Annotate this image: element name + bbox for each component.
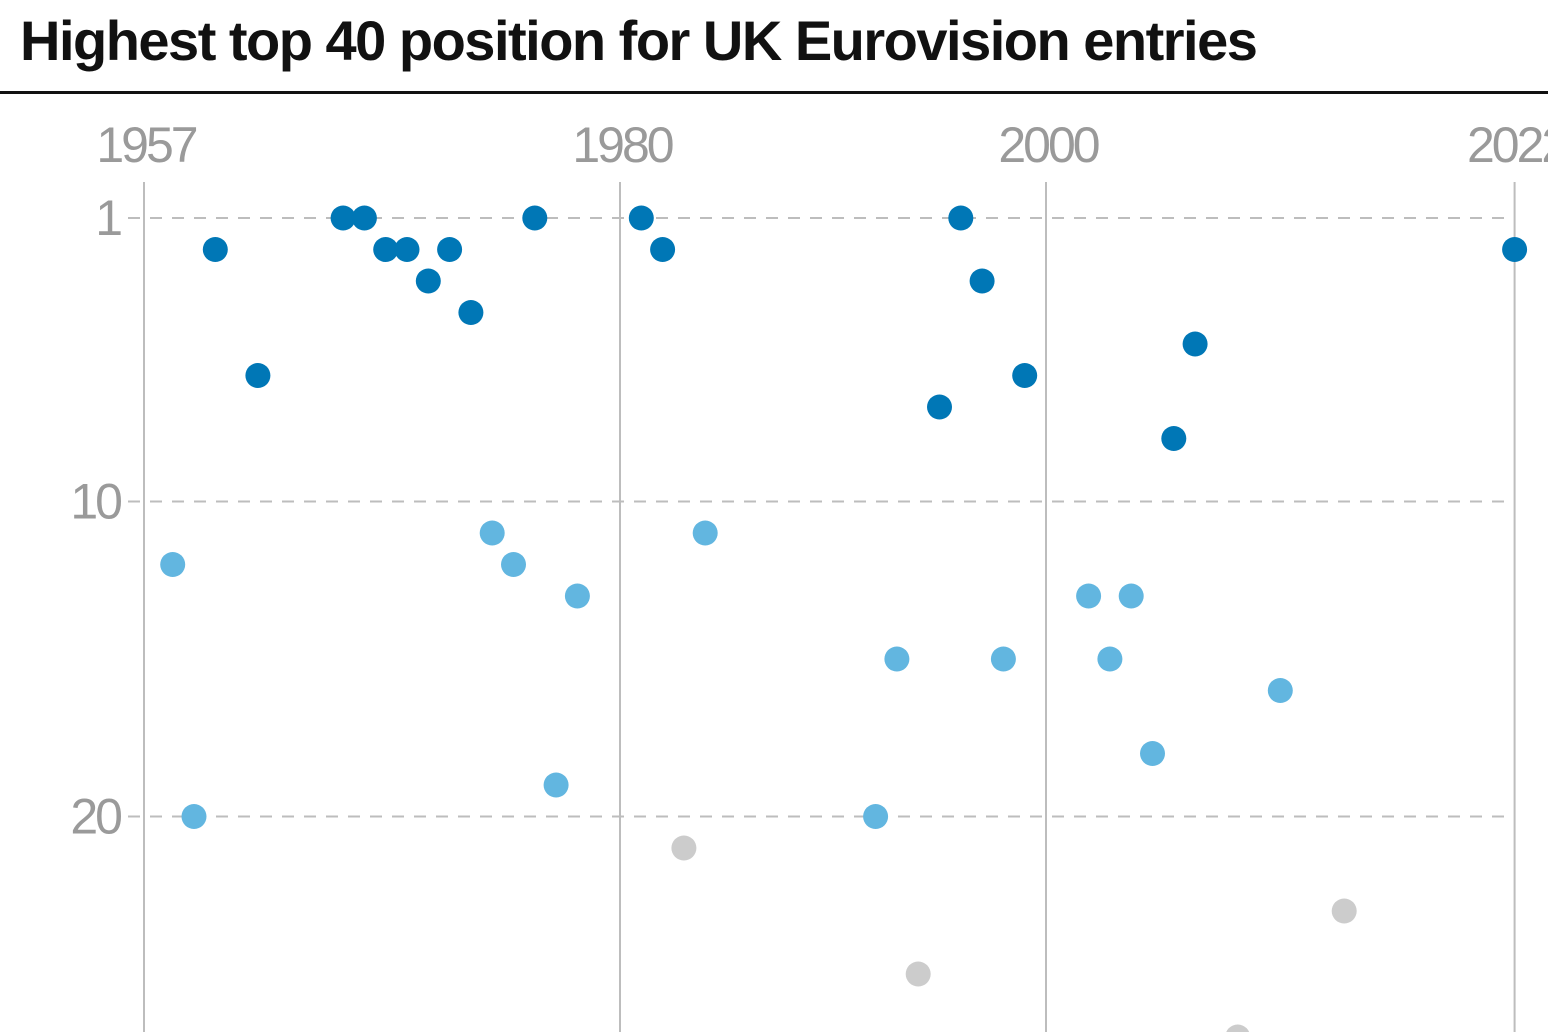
x-tick-label: 1957: [96, 117, 196, 173]
x-tick-label: 2022: [1467, 117, 1548, 173]
data-point-1978: [564, 583, 590, 609]
data-point-1972: [437, 237, 463, 262]
data-point-1996: [948, 205, 974, 231]
data-point-2006: [1161, 426, 1187, 451]
title-rule: [0, 91, 1548, 94]
data-point-2002: [1076, 583, 1102, 609]
chart-title: Highest top 40 position for UK Eurovisio…: [20, 9, 1258, 72]
data-point-2009: [1226, 1024, 1250, 1032]
data-point-1973: [458, 300, 484, 325]
data-point-1968: [351, 205, 377, 231]
data-point-1995: [927, 394, 952, 420]
data-point-1959: [160, 552, 186, 577]
data-point-1984: [692, 520, 718, 546]
data-point-1997: [969, 268, 995, 294]
data-point-1974: [479, 520, 505, 546]
x-tick-label: 1980: [572, 117, 672, 173]
data-point-1970: [394, 237, 420, 262]
data-point-1961: [202, 237, 228, 262]
data-point-1963: [245, 363, 271, 388]
data-point-1971: [415, 268, 441, 294]
data-point-2014: [1331, 898, 1357, 924]
data-point-2004: [1118, 583, 1144, 609]
data-point-1969: [373, 237, 399, 262]
data-point-1993: [884, 646, 910, 672]
data-point-1998: [990, 646, 1016, 672]
data-point-1977: [543, 772, 569, 798]
data-point-2007: [1182, 331, 1208, 357]
data-point-1976: [522, 205, 548, 231]
data-point-1975: [501, 552, 526, 577]
data-point-2011: [1267, 678, 1293, 703]
y-tick-label: 20: [70, 789, 121, 845]
data-point-2003: [1097, 646, 1123, 672]
data-point-1960: [181, 804, 207, 829]
data-point-1992: [863, 804, 889, 829]
data-point-1982: [650, 237, 676, 262]
y-tick-label: 1: [95, 190, 121, 246]
data-point-1994: [905, 961, 931, 987]
data-point-1981: [628, 205, 654, 231]
data-point-1967: [330, 205, 356, 231]
data-point-2022: [1502, 237, 1528, 262]
data-point-2005: [1140, 741, 1165, 766]
data-point-1983: [671, 835, 697, 861]
x-tick-label: 2000: [998, 117, 1098, 173]
data-point-1999: [1012, 363, 1038, 388]
y-tick-label: 10: [70, 474, 121, 530]
